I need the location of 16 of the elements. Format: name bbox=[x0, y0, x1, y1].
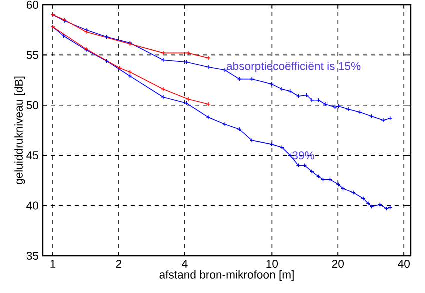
annotation: 39% bbox=[292, 152, 314, 160]
x-tick-label: 2 bbox=[116, 260, 122, 268]
x-tick-label: 4 bbox=[182, 260, 188, 268]
y-tick-label: 35 bbox=[26, 252, 38, 260]
x-tick-label: 40 bbox=[398, 260, 410, 268]
annotation: absorptiecoëfficiënt is 15% bbox=[226, 62, 361, 73]
x-tick-label: 1 bbox=[50, 260, 56, 268]
y-tick-label: 40 bbox=[26, 202, 39, 210]
y-tick-label: 50 bbox=[26, 101, 39, 110]
x-tick-label: 20 bbox=[332, 260, 344, 268]
y-tick-label: 45 bbox=[26, 152, 38, 160]
y-tick-label: 60 bbox=[26, 1, 39, 10]
y-axis-title: geluiddrukniveau [dB] bbox=[14, 76, 26, 185]
x-axis-title: afstand bron-mikrofoon [m] bbox=[160, 270, 294, 282]
x-tick-label: 10 bbox=[266, 260, 278, 268]
y-tick-label: 55 bbox=[26, 51, 38, 60]
